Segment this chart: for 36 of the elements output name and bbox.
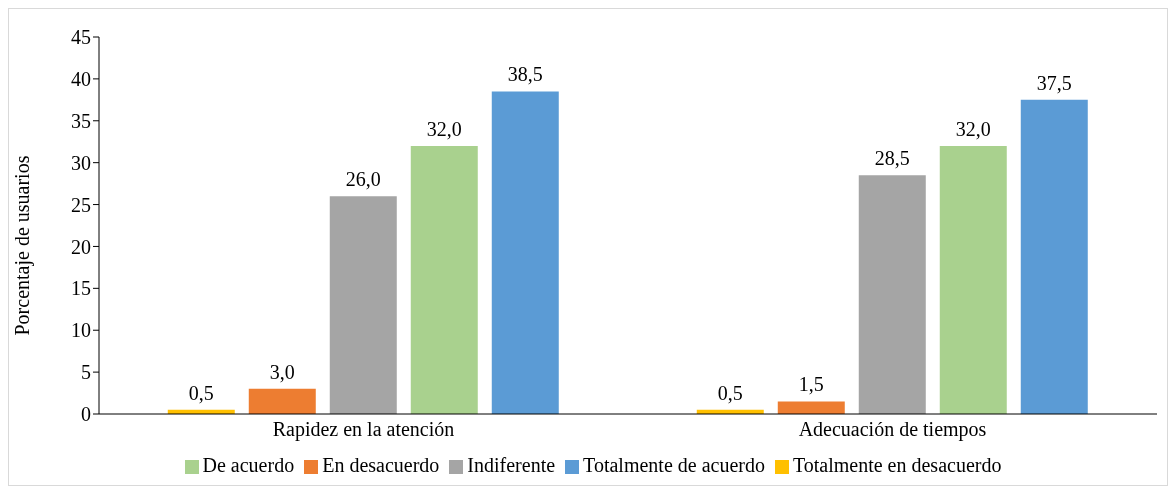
legend-label: Indiferente	[467, 454, 556, 476]
data-label: 0,5	[188, 381, 214, 404]
data-label: 0,5	[717, 381, 743, 404]
bar	[410, 145, 478, 414]
y-tick-label: 10	[71, 319, 91, 342]
bar	[491, 91, 559, 414]
y-tick-label: 20	[71, 235, 91, 258]
bar	[248, 388, 316, 414]
data-label: 28,5	[874, 147, 910, 170]
legend-label: De acuerdo	[202, 454, 295, 476]
data-label: 26,0	[345, 168, 381, 191]
y-tick-label: 30	[71, 151, 91, 174]
data-label: 32,0	[426, 117, 462, 140]
x-tick-label: Adecuación de tiempos	[798, 418, 987, 442]
bar	[777, 401, 845, 414]
data-label: 1,5	[798, 373, 824, 396]
y-tick-label: 40	[71, 67, 91, 90]
y-axis-title: Porcentaje de usuarios	[11, 155, 35, 336]
y-tick-label: 25	[71, 193, 91, 216]
x-tick-label: Rapidez en la atención	[272, 418, 455, 442]
legend-label: En desacuerdo	[322, 454, 440, 476]
y-tick-label: 45	[71, 26, 91, 49]
data-label: 37,5	[1036, 71, 1072, 94]
data-label: 3,0	[269, 360, 295, 383]
data-label: 32,0	[955, 117, 991, 140]
y-tick-label: 0	[81, 403, 91, 426]
legend-label: Totalmente de acuerdo	[583, 454, 765, 476]
bar	[329, 196, 397, 414]
bar	[858, 175, 926, 414]
bar	[1020, 99, 1088, 414]
y-tick-label: 15	[71, 277, 91, 300]
data-label: 38,5	[507, 63, 543, 86]
y-tick-label: 5	[81, 361, 91, 384]
bar	[939, 145, 1007, 414]
legend-label: Totalmente en desacuerdo	[792, 454, 1002, 476]
y-tick-label: 35	[71, 109, 91, 132]
